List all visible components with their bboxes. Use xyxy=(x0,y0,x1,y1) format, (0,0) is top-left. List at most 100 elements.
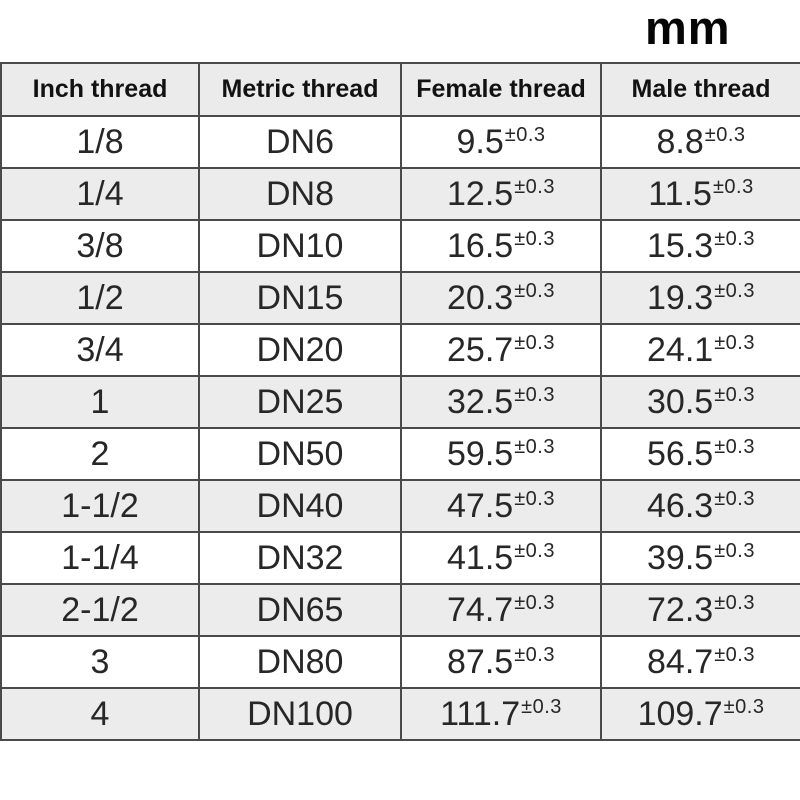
male-cell: 11.5±0.3 xyxy=(600,167,800,221)
metric-cell: DN50 xyxy=(198,427,402,481)
metric-cell: DN40 xyxy=(198,479,402,533)
male-value: 46.3 xyxy=(647,486,714,525)
tolerance: ±0.3 xyxy=(714,383,755,406)
female-value: 16.5 xyxy=(447,226,514,265)
thread-dimension-table: Inch thread Metric thread Female thread … xyxy=(0,62,800,741)
tolerance: ±0.3 xyxy=(714,539,755,562)
column-header-metric-thread: Metric thread xyxy=(198,62,402,117)
metric-cell: DN6 xyxy=(198,115,402,169)
tolerance: ±0.3 xyxy=(714,331,755,354)
metric-cell: DN15 xyxy=(198,271,402,325)
table-row: 1/4 DN8 12.5±0.3 11.5±0.3 xyxy=(0,167,800,221)
female-cell: 87.5±0.3 xyxy=(400,635,602,689)
inch-cell: 1-1/4 xyxy=(0,531,200,585)
table-row: 1/2 DN15 20.3±0.3 19.3±0.3 xyxy=(0,271,800,325)
inch-cell: 1/8 xyxy=(0,115,200,169)
female-cell: 111.7±0.3 xyxy=(400,687,602,741)
tolerance: ±0.3 xyxy=(514,643,555,666)
tolerance: ±0.3 xyxy=(714,227,755,250)
female-value: 87.5 xyxy=(447,642,514,681)
column-header-inch-thread: Inch thread xyxy=(0,62,200,117)
tolerance: ±0.3 xyxy=(514,331,555,354)
table-row: 1-1/2 DN40 47.5±0.3 46.3±0.3 xyxy=(0,479,800,533)
female-value: 12.5 xyxy=(447,174,514,213)
metric-cell: DN65 xyxy=(198,583,402,637)
female-cell: 59.5±0.3 xyxy=(400,427,602,481)
tolerance: ±0.3 xyxy=(521,695,562,718)
tolerance: ±0.3 xyxy=(514,383,555,406)
tolerance: ±0.3 xyxy=(712,175,754,198)
metric-cell: DN8 xyxy=(198,167,402,221)
inch-cell: 4 xyxy=(0,687,200,741)
column-header-female-thread: Female thread xyxy=(400,62,602,117)
table-row: 3 DN80 87.5±0.3 84.7±0.3 xyxy=(0,635,800,689)
tolerance: ±0.3 xyxy=(723,695,765,718)
table-row: 4 DN100 111.7±0.3 109.7±0.3 xyxy=(0,687,800,741)
male-value: 72.3 xyxy=(647,590,714,629)
male-cell: 15.3±0.3 xyxy=(600,219,800,273)
female-value: 20.3 xyxy=(447,278,514,317)
male-value: 56.5 xyxy=(647,434,714,473)
tolerance: ±0.3 xyxy=(714,487,755,510)
female-cell: 9.5±0.3 xyxy=(400,115,602,169)
male-value: 39.5 xyxy=(647,538,714,577)
tolerance: ±0.3 xyxy=(514,487,555,510)
metric-cell: DN32 xyxy=(198,531,402,585)
table-row: 2-1/2 DN65 74.7±0.3 72.3±0.3 xyxy=(0,583,800,637)
female-cell: 47.5±0.3 xyxy=(400,479,602,533)
unit-label: mm xyxy=(645,1,731,54)
tolerance: ±0.3 xyxy=(514,175,555,198)
male-value: 24.1 xyxy=(647,330,714,369)
inch-cell: 1/4 xyxy=(0,167,200,221)
metric-cell: DN100 xyxy=(198,687,402,741)
tolerance: ±0.3 xyxy=(714,591,755,614)
tolerance: ±0.3 xyxy=(714,279,755,302)
tolerance: ±0.3 xyxy=(514,435,555,458)
metric-cell: DN10 xyxy=(198,219,402,273)
male-cell: 19.3±0.3 xyxy=(600,271,800,325)
table-row: 1/8 DN6 9.5±0.3 8.8±0.3 xyxy=(0,115,800,169)
tolerance: ±0.3 xyxy=(514,539,555,562)
inch-cell: 3/8 xyxy=(0,219,200,273)
header-row: Inch thread Metric thread Female thread … xyxy=(0,62,800,117)
male-cell: 8.8±0.3 xyxy=(600,115,800,169)
table-row: 2 DN50 59.5±0.3 56.5±0.3 xyxy=(0,427,800,481)
table-row: 1-1/4 DN32 41.5±0.3 39.5±0.3 xyxy=(0,531,800,585)
inch-cell: 3 xyxy=(0,635,200,689)
tolerance: ±0.3 xyxy=(514,227,555,250)
female-cell: 32.5±0.3 xyxy=(400,375,602,429)
male-cell: 72.3±0.3 xyxy=(600,583,800,637)
metric-cell: DN25 xyxy=(198,375,402,429)
tolerance: ±0.3 xyxy=(504,123,546,146)
male-cell: 46.3±0.3 xyxy=(600,479,800,533)
tolerance: ±0.3 xyxy=(514,591,555,614)
male-value: 11.5 xyxy=(648,174,712,213)
female-cell: 16.5±0.3 xyxy=(400,219,602,273)
female-value: 41.5 xyxy=(447,538,514,577)
male-value: 8.8 xyxy=(656,122,704,161)
inch-cell: 1/2 xyxy=(0,271,200,325)
female-cell: 20.3±0.3 xyxy=(400,271,602,325)
table-row: 3/8 DN10 16.5±0.3 15.3±0.3 xyxy=(0,219,800,273)
female-cell: 12.5±0.3 xyxy=(400,167,602,221)
male-value: 109.7 xyxy=(637,694,723,733)
table-row: 1 DN25 32.5±0.3 30.5±0.3 xyxy=(0,375,800,429)
inch-cell: 1 xyxy=(0,375,200,429)
female-value: 74.7 xyxy=(447,590,514,629)
tolerance: ±0.3 xyxy=(714,643,755,666)
male-cell: 84.7±0.3 xyxy=(600,635,800,689)
male-cell: 56.5±0.3 xyxy=(600,427,800,481)
tolerance: ±0.3 xyxy=(704,123,746,146)
inch-cell: 2-1/2 xyxy=(0,583,200,637)
male-value: 84.7 xyxy=(647,642,714,681)
male-cell: 109.7±0.3 xyxy=(600,687,800,741)
female-value: 47.5 xyxy=(447,486,514,525)
inch-cell: 2 xyxy=(0,427,200,481)
female-value: 111.7 xyxy=(440,694,521,733)
male-value: 30.5 xyxy=(647,382,714,421)
female-value: 9.5 xyxy=(456,122,504,161)
male-cell: 30.5±0.3 xyxy=(600,375,800,429)
table-row: 3/4 DN20 25.7±0.3 24.1±0.3 xyxy=(0,323,800,377)
female-value: 32.5 xyxy=(447,382,514,421)
column-header-male-thread: Male thread xyxy=(600,62,800,117)
